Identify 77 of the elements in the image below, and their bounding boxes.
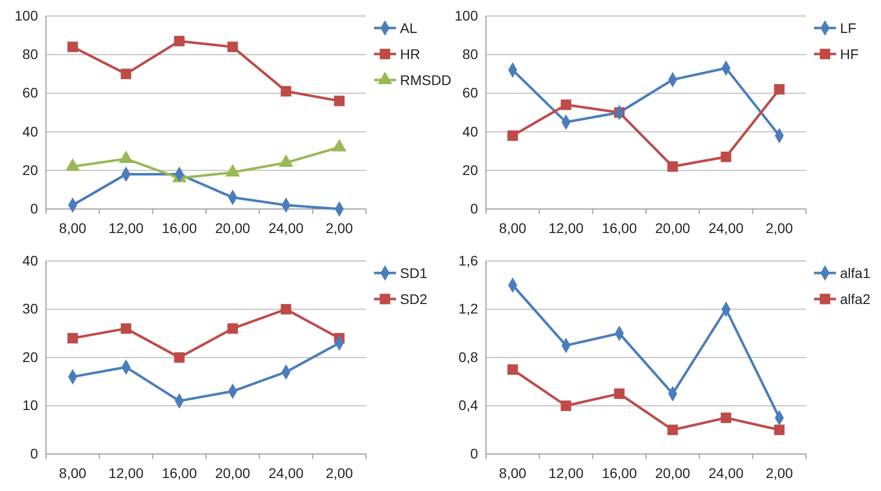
point bbox=[507, 130, 518, 141]
y-tick-label: 20 bbox=[22, 162, 38, 178]
legend-label: SD1 bbox=[400, 265, 428, 281]
x-tick-label: 16,00 bbox=[162, 464, 198, 481]
y-tick-label: 0,8 bbox=[458, 348, 478, 365]
y-tick-label: 0 bbox=[30, 445, 38, 462]
legend-label: SD2 bbox=[400, 291, 428, 307]
x-tick-label: 2,00 bbox=[766, 220, 794, 236]
point bbox=[560, 100, 572, 110]
legend-label: alfa1 bbox=[840, 265, 871, 281]
point bbox=[120, 323, 132, 334]
point bbox=[720, 412, 732, 424]
point bbox=[334, 96, 345, 106]
x-tick-label: 2,00 bbox=[326, 220, 354, 236]
legend-label: AL bbox=[400, 20, 418, 36]
point bbox=[67, 332, 78, 344]
y-tick-label: 30 bbox=[22, 300, 38, 317]
x-tick-label: 24,00 bbox=[708, 220, 744, 236]
y-tick-label: 80 bbox=[462, 46, 478, 62]
x-tick-label: 2,00 bbox=[766, 464, 794, 481]
x-tick-label: 8,00 bbox=[499, 464, 527, 481]
point bbox=[280, 304, 292, 314]
y-tick-label: 1,6 bbox=[458, 252, 478, 268]
point bbox=[174, 36, 185, 46]
legend-label: alfa2 bbox=[840, 291, 871, 307]
y-tick-label: 20 bbox=[462, 162, 478, 178]
legend-label: HF bbox=[840, 46, 859, 62]
y-tick-label: 60 bbox=[22, 84, 38, 101]
x-tick-label: 20,00 bbox=[655, 464, 690, 481]
point bbox=[507, 364, 518, 375]
y-tick-label: 0 bbox=[470, 445, 478, 462]
y-tick-label: 40 bbox=[22, 252, 38, 268]
legend-label: LF bbox=[840, 20, 856, 36]
x-tick-label: 16,00 bbox=[602, 464, 638, 481]
point bbox=[720, 152, 732, 162]
y-tick-label: 60 bbox=[462, 84, 478, 101]
y-tick-label: 0 bbox=[30, 200, 38, 216]
legend-label: RMSDD bbox=[400, 72, 452, 88]
x-tick-label: 12,00 bbox=[548, 220, 584, 236]
y-tick-label: 100 bbox=[14, 7, 38, 24]
y-tick-label: 0 bbox=[470, 200, 478, 216]
y-tick-label: 20 bbox=[22, 348, 38, 365]
x-tick-label: 24,00 bbox=[268, 464, 304, 481]
y-tick-label: 40 bbox=[22, 123, 38, 140]
x-tick-label: 20,00 bbox=[215, 220, 250, 236]
x-tick-label: 24,00 bbox=[708, 464, 744, 481]
point bbox=[774, 84, 785, 95]
x-tick-label: 20,00 bbox=[215, 464, 250, 481]
x-tick-label: 2,00 bbox=[326, 464, 354, 481]
point bbox=[227, 42, 238, 52]
x-tick-label: 12,00 bbox=[548, 464, 584, 481]
y-tick-label: 1,2 bbox=[458, 300, 478, 317]
y-tick-label: 80 bbox=[22, 46, 38, 62]
y-tick-label: 10 bbox=[22, 397, 38, 414]
point bbox=[120, 68, 132, 80]
x-tick-label: 16,00 bbox=[602, 220, 638, 236]
legend-label: HR bbox=[400, 46, 420, 62]
x-tick-label: 8,00 bbox=[59, 220, 87, 236]
y-tick-label: 100 bbox=[454, 7, 478, 24]
y-tick-label: 0,4 bbox=[458, 397, 478, 414]
x-tick-label: 12,00 bbox=[108, 220, 144, 236]
x-tick-label: 24,00 bbox=[268, 220, 304, 236]
x-tick-label: 8,00 bbox=[59, 464, 87, 481]
x-tick-label: 12,00 bbox=[108, 464, 144, 481]
point bbox=[667, 424, 678, 436]
point bbox=[227, 323, 238, 334]
point bbox=[774, 424, 785, 436]
x-tick-label: 20,00 bbox=[655, 220, 690, 236]
point bbox=[614, 388, 625, 399]
point bbox=[174, 352, 185, 363]
y-tick-label: 40 bbox=[462, 123, 478, 140]
point bbox=[667, 161, 678, 172]
point bbox=[67, 42, 78, 52]
point bbox=[560, 400, 572, 411]
point bbox=[280, 86, 292, 97]
x-tick-label: 16,00 bbox=[162, 220, 198, 236]
x-tick-label: 8,00 bbox=[499, 220, 527, 236]
